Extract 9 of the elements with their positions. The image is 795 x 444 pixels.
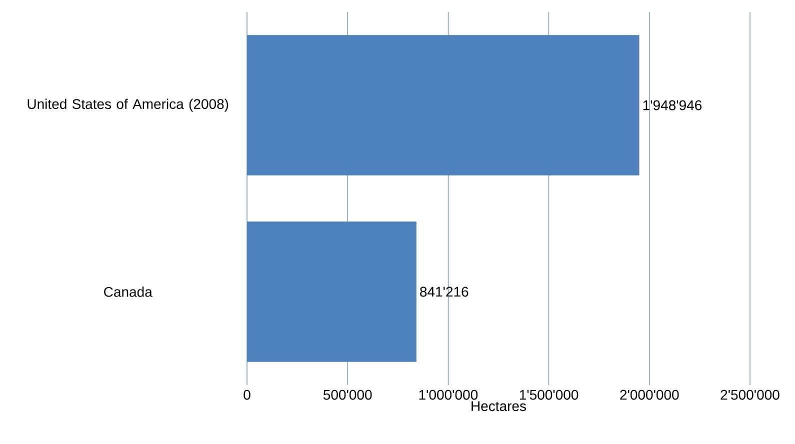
x-tick-label: 0 — [244, 390, 250, 400]
x-tick-label: 2'500'000 — [720, 390, 780, 400]
x-tick-label: 2'000'000 — [620, 390, 679, 400]
x-axis-title: Hectares — [472, 401, 526, 412]
x-tick-label: 1'500'000 — [520, 390, 578, 400]
x-tick-label: 500'000 — [323, 390, 372, 400]
y-tick-label: United States of America (2008) — [28, 98, 228, 112]
x-tick-label: 1'000'000 — [419, 390, 478, 400]
y-tick-label: Canada — [104, 286, 152, 297]
